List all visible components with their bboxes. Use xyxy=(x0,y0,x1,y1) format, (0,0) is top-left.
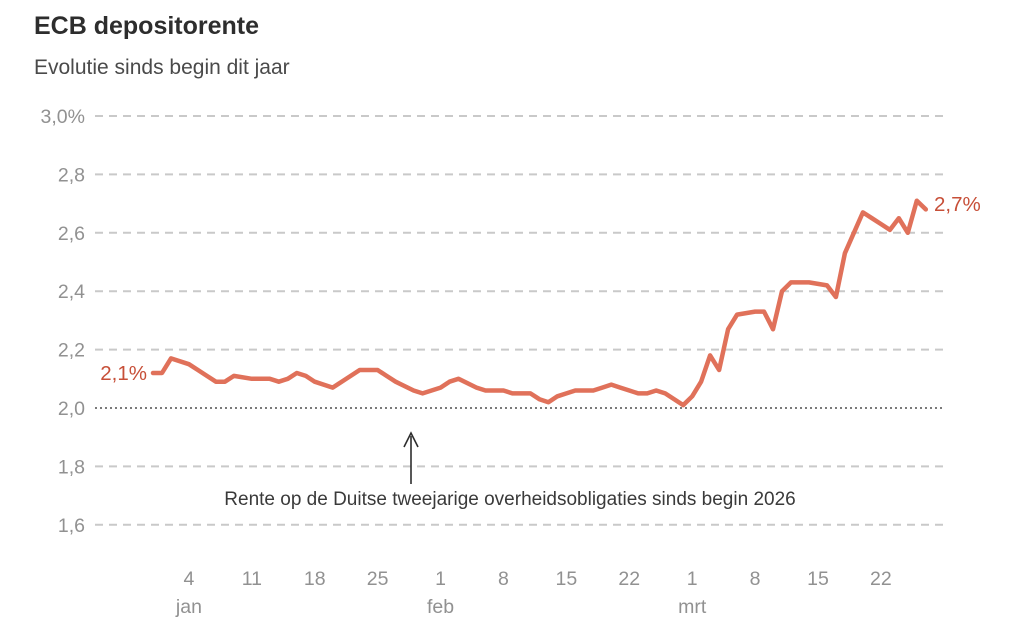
x-axis-tick-label: 1 xyxy=(687,568,698,590)
chart-subtitle: Evolutie sinds begin dit jaar xyxy=(34,56,290,79)
y-axis-label: 1,8 xyxy=(58,456,85,478)
x-axis-tick-label: 15 xyxy=(556,568,578,590)
x-axis-tick-label: 25 xyxy=(367,568,389,590)
x-axis-tick-label: 8 xyxy=(750,568,761,590)
y-axis-label: 2,4 xyxy=(58,281,85,303)
rate-line xyxy=(150,198,929,408)
y-axis-label: 1,6 xyxy=(58,515,85,537)
series-end-value-label: 2,7% xyxy=(934,193,981,216)
x-axis-tick-label: 15 xyxy=(807,568,829,590)
y-axis-label: 2,0 xyxy=(58,398,85,420)
y-axis-label: 3,0% xyxy=(41,106,85,128)
x-axis-tick-label: 18 xyxy=(304,568,326,590)
x-axis-month-label: mrt xyxy=(678,596,707,618)
x-axis-tick-label: 22 xyxy=(618,568,640,590)
y-axis-label: 2,8 xyxy=(58,164,85,186)
x-axis-tick-label: 11 xyxy=(242,568,262,590)
x-axis-tick-label: 4 xyxy=(184,568,195,590)
y-axis-label: 2,2 xyxy=(58,340,85,362)
annotation-arrow-head xyxy=(403,431,419,448)
y-axis-label: 2,6 xyxy=(58,223,85,245)
x-axis-tick-label: 8 xyxy=(498,568,509,590)
annotation-text: Rente op de Duitse tweejarige overheidso… xyxy=(224,489,796,510)
x-axis-month-label: jan xyxy=(175,596,202,618)
x-axis-month-label: feb xyxy=(427,596,454,618)
x-axis-tick-label: 1 xyxy=(435,568,446,590)
series-start-value-label: 2,1% xyxy=(100,362,147,385)
x-axis-tick-label: 22 xyxy=(870,568,892,590)
chart-title: ECB depositorente xyxy=(34,12,260,40)
